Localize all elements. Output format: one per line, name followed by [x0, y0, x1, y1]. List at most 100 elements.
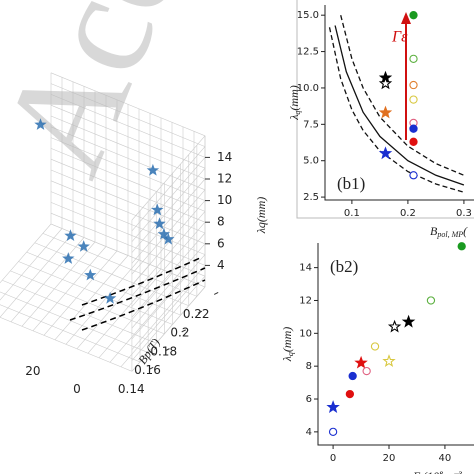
box-line	[87, 117, 162, 354]
z-tick-label: 14	[217, 150, 232, 164]
circle-point	[426, 296, 436, 305]
y-tick-label: 7.5	[303, 119, 319, 130]
star-point	[378, 146, 393, 160]
box-line	[54, 104, 129, 341]
x-tick-label: 0	[330, 453, 336, 464]
star-point	[387, 319, 402, 333]
box-line	[131, 276, 206, 361]
circle-point	[362, 366, 371, 376]
z-tick-label: 12	[217, 172, 232, 186]
box-line	[131, 135, 206, 221]
y-tick	[149, 366, 154, 370]
z-tick-label: 10	[217, 193, 232, 207]
star-point	[326, 400, 340, 413]
star-point	[146, 163, 160, 176]
circle-point	[409, 124, 418, 133]
box-line	[76, 113, 151, 350]
y-tick	[181, 329, 186, 333]
panel-frame	[296, 0, 474, 219]
label-main: B	[430, 224, 438, 238]
axis-label: Γε(10⁸m⁻³	[412, 469, 462, 474]
y-tick-label: 0.16	[134, 363, 161, 377]
panel-label: (b2)	[330, 257, 358, 276]
star-point	[34, 118, 47, 130]
label-sub: q	[293, 111, 302, 115]
annotation: Γε	[391, 29, 408, 46]
label-tail: (	[463, 224, 468, 238]
box-line	[131, 178, 206, 264]
box-line	[0, 201, 149, 353]
y-tick-label: 10	[299, 328, 312, 339]
x-tick-label: 20	[383, 453, 396, 464]
star-point	[64, 229, 77, 241]
label-main: Γ	[412, 469, 421, 474]
star-point	[62, 252, 75, 264]
y-tick-label: 0.14	[118, 382, 145, 396]
y-tick-label: 12.5	[297, 47, 319, 58]
y-tick-label: 0.22	[183, 307, 210, 321]
circle-point	[345, 389, 355, 399]
circle-point	[409, 80, 418, 90]
fit-line	[328, 27, 465, 193]
label-tail: (mm)	[287, 85, 301, 110]
y-tick-label: 6	[306, 394, 312, 405]
arrow-head	[401, 12, 411, 24]
axes	[324, 5, 474, 201]
y-tick	[213, 291, 219, 295]
circle-point	[457, 242, 466, 251]
fit-line	[334, 25, 465, 186]
z-tick-label: 8	[217, 215, 225, 229]
label-main: λ	[280, 356, 294, 362]
box-line	[131, 222, 206, 307]
box-line	[18, 173, 173, 325]
box-line	[0, 72, 52, 284]
circle-point	[409, 54, 418, 63]
box-line	[131, 265, 206, 350]
star-point	[151, 203, 164, 216]
circle-point	[348, 371, 357, 381]
x-tick-label: 40	[439, 453, 452, 464]
axis-label: λq(mm)	[280, 327, 295, 363]
circle-point	[409, 171, 418, 180]
x-tick-label: 0.2	[400, 208, 416, 219]
x-tick-label: 20	[25, 364, 40, 378]
star-point	[162, 232, 175, 245]
box-line	[32, 95, 107, 332]
star-point	[378, 76, 393, 90]
star-point	[157, 227, 171, 240]
star-point	[153, 217, 166, 230]
x-tick-label: 0.1	[344, 208, 360, 219]
z-tick-label: 4	[217, 258, 225, 272]
box-line	[65, 108, 140, 345]
x-tick-label: 0	[73, 382, 81, 396]
y-tick-label: 0.18	[150, 344, 177, 358]
x-tick-label: 0.3	[456, 208, 472, 219]
box-line	[43, 99, 118, 336]
label-main: λ	[287, 115, 301, 121]
y-tick-label: 2.5	[303, 192, 319, 203]
box-line	[131, 211, 206, 296]
box-line	[42, 145, 198, 297]
box-line	[131, 243, 206, 329]
star-point	[382, 354, 396, 367]
star-point	[401, 314, 416, 328]
circle-point	[328, 427, 338, 437]
panel-label: (b1)	[337, 174, 365, 193]
box-line	[21, 90, 96, 327]
z-axis-label: λq(mm)	[254, 197, 268, 235]
box-line	[131, 168, 206, 253]
y-tick	[165, 348, 170, 352]
y-tick-label: 10.0	[297, 83, 319, 94]
box-line	[0, 77, 63, 301]
z-tick-label: 6	[217, 236, 225, 250]
circle-point	[370, 342, 380, 351]
watermark: Accepted	[0, 0, 335, 195]
axis-label: Bpol, MP(	[430, 224, 468, 239]
box-3d	[0, 72, 206, 372]
y-tick-label: 14	[299, 263, 312, 274]
label-sub: q	[286, 352, 295, 356]
box-line	[10, 86, 85, 323]
box-line	[131, 189, 206, 275]
star-point	[354, 355, 368, 369]
